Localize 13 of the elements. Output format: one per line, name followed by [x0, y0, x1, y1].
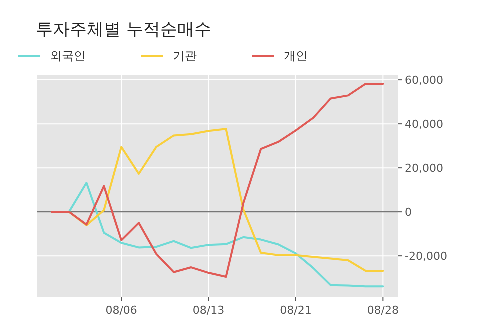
y-tick-label: -20,000 [405, 250, 448, 264]
x-tick-label: 08/28 [367, 304, 400, 317]
x-tick-label: 08/13 [192, 304, 225, 317]
x-tick-label: 08/21 [280, 304, 312, 317]
legend-label: 외국인 [50, 49, 86, 63]
legend-label: 개인 [284, 49, 308, 63]
y-tick-label: 20,000 [405, 162, 444, 176]
y-tick-label: 0 [405, 206, 412, 220]
legend-label: 기관 [173, 49, 197, 63]
chart-title: 투자주체별 누적순매수 [36, 20, 212, 40]
y-tick-label: 40,000 [405, 118, 444, 132]
x-tick-label: 08/06 [106, 304, 138, 317]
y-tick-label: 60,000 [405, 74, 444, 88]
